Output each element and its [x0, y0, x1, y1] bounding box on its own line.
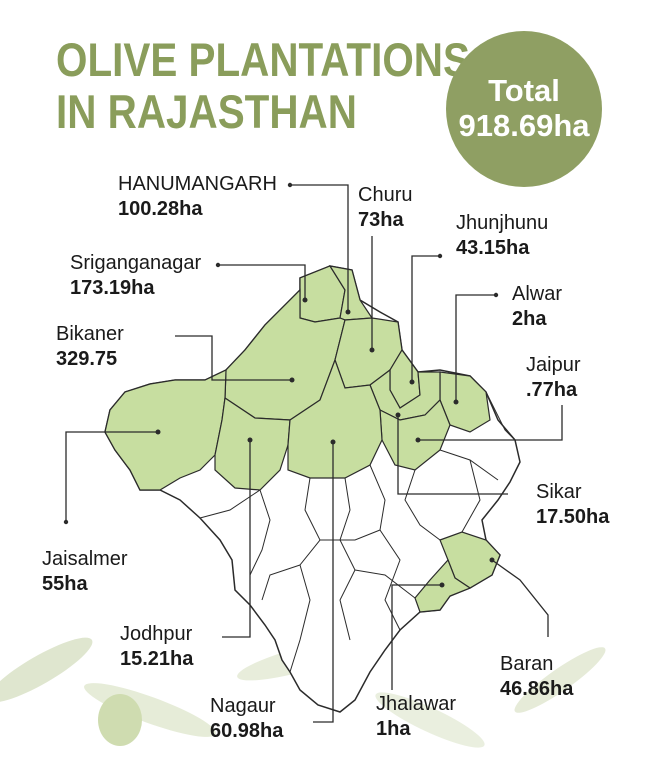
district-name: Sriganganagar	[70, 252, 202, 274]
district-name: Nagaur	[210, 695, 276, 717]
leader-nagaur	[313, 442, 334, 723]
total-badge: Total 918.69ha	[446, 31, 602, 187]
district-name: Jhalawar	[376, 693, 457, 715]
district-name: Alwar	[512, 283, 563, 305]
district-value: 43.15ha	[456, 237, 530, 259]
leader-jaisalmer	[65, 431, 158, 522]
district-value: 173.19ha	[70, 277, 155, 299]
label-churu: Churu 73ha	[358, 183, 412, 233]
title-line-1: OLIVE PLANTATIONS	[56, 33, 470, 86]
leader-jhunjhunu	[411, 255, 440, 382]
leader-baran	[491, 559, 549, 637]
leader-jaipur	[418, 405, 563, 441]
district-value: 100.28ha	[118, 198, 203, 220]
leader-alwar	[455, 294, 496, 402]
leader-sriganganagar	[218, 264, 306, 300]
district-name: Jaipur	[526, 354, 581, 376]
district-name: Jhunjhunu	[456, 212, 549, 234]
district-name: Jodhpur	[120, 623, 193, 645]
leader-bikaner	[175, 335, 292, 381]
leader-jhalawar	[391, 584, 442, 690]
label-hanumangarh: HANUMANGARH 100.28ha	[118, 172, 277, 222]
total-value: 918.69ha	[458, 108, 590, 143]
label-sriganganagar: Sriganganagar 173.19ha	[70, 251, 201, 301]
district-value: 46.86ha	[500, 678, 574, 700]
district-value: 15.21ha	[120, 648, 194, 670]
district-value: .77ha	[526, 379, 578, 401]
leader-jodhpur	[222, 440, 251, 638]
total-label: Total	[488, 73, 560, 108]
label-jodhpur: Jodhpur 15.21ha	[120, 622, 193, 672]
district-name: Sikar	[536, 481, 582, 503]
label-jhalawar: Jhalawar 1ha	[376, 692, 456, 742]
title-line-2: IN RAJASTHAN	[56, 85, 357, 138]
district-value: 17.50ha	[536, 506, 610, 528]
district-value: 2ha	[512, 308, 547, 330]
district-nagaur	[287, 358, 383, 479]
district-name: Churu	[358, 184, 413, 206]
leader-sikar	[397, 415, 508, 495]
district-value: 329.75	[56, 348, 118, 370]
label-baran: Baran 46.86ha	[500, 652, 573, 702]
district-value: 73ha	[358, 209, 404, 231]
district-value: 60.98ha	[210, 720, 284, 742]
label-sikar: Sikar 17.50ha	[536, 480, 609, 530]
leader-dots	[63, 182, 499, 588]
district-name: HANUMANGARH	[118, 173, 277, 195]
page-title: OLIVE PLANTATIONS IN RAJASTHAN	[56, 34, 470, 138]
label-jaipur: Jaipur .77ha	[526, 353, 580, 403]
district-name: Baran	[500, 653, 554, 675]
district-name: Bikaner	[56, 323, 124, 345]
label-jaisalmer: Jaisalmer 55ha	[42, 547, 128, 597]
label-nagaur: Nagaur 60.98ha	[210, 694, 283, 744]
leader-lines	[65, 184, 563, 723]
leader-hanumangarh	[290, 184, 349, 312]
district-name: Jaisalmer	[42, 548, 128, 570]
district-value: 55ha	[42, 573, 88, 595]
label-bikaner: Bikaner 329.75	[56, 322, 124, 372]
label-jhunjhunu: Jhunjhunu 43.15ha	[456, 211, 548, 261]
label-alwar: Alwar 2ha	[512, 282, 562, 332]
district-value: 1ha	[376, 718, 411, 740]
